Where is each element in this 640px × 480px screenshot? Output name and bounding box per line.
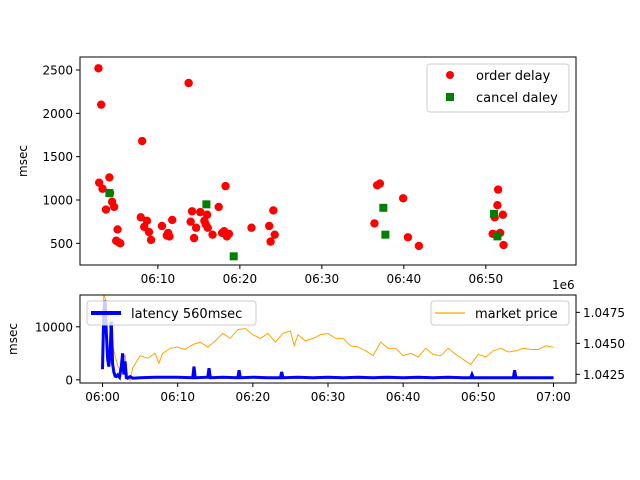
bottom-x-tick-label: 07:00 [536,390,571,404]
top-x-tick-label: 06:50 [469,272,504,286]
order-delay-point [98,184,107,193]
price-legend-box [430,300,570,326]
order-delay-point [214,202,223,212]
top-x-axis: 06:10 06:20 06:30 06:40 06:50 [141,265,504,286]
top-y-tick-label: 500 [50,237,73,251]
bottom-x-tick-label: 06:40 [386,390,421,404]
order-delay-point [375,179,385,188]
cancel-daley-point [379,203,388,212]
order-delay-point [398,194,408,203]
order-delay-point [265,221,274,231]
order-delay-point [493,185,503,194]
bottom-y-tick-label: 0 [65,373,73,387]
legend-order-delay-marker [446,71,454,79]
cancel-daley-point [490,209,499,218]
bottom-x-tick-label: 06:00 [85,390,120,404]
top-y-tick-label: 1000 [42,194,73,208]
bottom-y-tick-label: 10000 [35,320,73,334]
order-delay-point [202,210,212,219]
bottom-y2-tick-label: 1.0425 [583,368,625,382]
legend-latency-label: latency 560msec [131,307,242,322]
top-y-axis-label: msec [16,145,30,177]
cancel-daley-point [105,189,114,198]
bottom-y2-tick-label: 1.0475 [583,306,625,320]
order-delay-point [94,64,103,73]
bottom-y-axis-left: 0 10000 [35,320,80,387]
cancel-daley-point [493,232,502,241]
top-x-tick-label: 06:20 [223,272,258,286]
order-delay-point [208,230,217,239]
order-delay-point [113,225,122,234]
top-y-tick-label: 1500 [42,150,73,164]
cancel-daley-point [381,230,390,239]
order-delay-point [184,78,193,88]
order-delay-point [247,223,256,232]
order-delay-point [165,232,174,241]
order-delay-point [101,205,111,214]
order-delay-point [137,136,147,146]
order-delay-point [493,201,502,210]
order-delay-point [270,230,279,239]
cancel-daley-point [229,252,238,261]
bottom-x-axis: 06:00 06:10 06:20 06:30 06:40 06:50 07:00 [85,383,571,404]
bottom-line-plot: 0 10000 1.0425 1.0450 1.0475 06:00 06:10 06:2… [6,278,625,404]
legend-cancel-daley-marker [446,93,454,101]
order-delay-point [498,210,508,219]
legend-price-label: market price [475,307,558,322]
order-delay-point [186,217,195,226]
top-y-tick-label: 2500 [42,64,73,78]
bottom-y2-tick-label: 1.0450 [583,337,625,351]
order-delay-point [144,227,154,237]
bottom-x-tick-label: 06:10 [160,390,195,404]
bottom-y-axis-right: 1.0425 1.0450 1.0475 [576,306,625,382]
top-scatter-plot: 500 1000 1500 2000 2500 06:10 06:20 06:30 06:40… [16,56,577,286]
order-delay-point [196,207,205,217]
top-y-tick-label: 2000 [42,107,73,121]
order-delay-point [168,215,177,225]
order-delay-point [96,100,106,109]
order-delay-point [403,233,413,242]
order-delay-point [224,229,234,238]
order-delay-point [203,223,212,232]
latency-legend: latency 560msec [86,300,257,326]
order-delay-point [136,213,146,222]
secondary-axis-offset: 1e6 [552,278,575,292]
top-x-tick-label: 06:40 [387,272,422,286]
price-legend: market price [430,300,570,326]
bottom-y-axis-label: msec [6,323,20,355]
legend-order-delay-label: order delay [476,69,551,84]
bottom-x-tick-label: 06:30 [311,390,346,404]
order-delay-point [499,240,508,250]
order-delay-point [191,223,201,232]
top-x-tick-label: 06:30 [305,272,340,286]
latency-line [101,300,554,381]
order-delay-point [189,233,199,243]
order-delay-point [146,235,156,245]
order-delay-point [109,202,119,212]
order-delay-point [142,216,152,225]
top-legend: order delay cancel daley [426,63,570,113]
order-delay-point [266,237,275,246]
order-delay-point [221,181,230,191]
latency-legend-box [86,300,257,326]
order-delay-point [116,239,125,248]
top-plot-marks [94,64,508,261]
top-x-tick-label: 06:10 [141,272,176,286]
cancel-daley-point [202,200,211,209]
order-delay-point [187,207,197,216]
bottom-x-tick-label: 06:20 [236,390,271,404]
legend-cancel-daley-label: cancel daley [476,91,558,106]
order-delay-point [105,173,114,182]
top-legend-box [426,63,570,113]
order-delay-point [370,219,379,228]
top-plot-frame [79,56,577,266]
top-y-axis: 500 1000 1500 2000 2500 [42,64,80,251]
order-delay-point [414,241,424,251]
order-delay-point [157,221,167,231]
bottom-x-tick-label: 06:50 [461,390,496,404]
order-delay-point [269,206,278,215]
